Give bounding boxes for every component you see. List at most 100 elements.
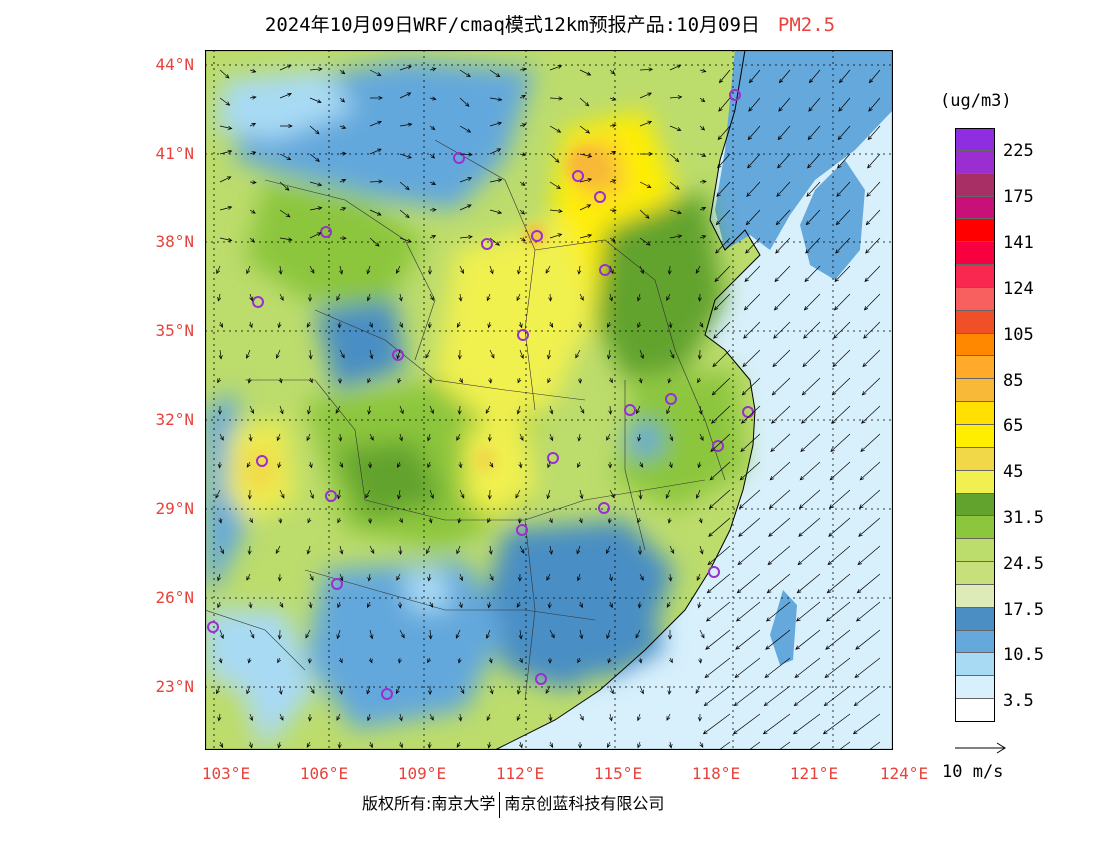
wind-arrow — [278, 377, 283, 384]
wind-arrow — [547, 601, 552, 609]
wind-arrow — [861, 377, 881, 396]
wind-arrow — [695, 265, 701, 274]
wind-arrow — [219, 69, 230, 79]
wind-arrow — [868, 741, 881, 750]
wind-arrow — [637, 545, 643, 555]
wind-arrow — [459, 234, 473, 239]
legend-label-3-5: 3.5 — [1003, 691, 1034, 711]
wind-arrow — [249, 293, 254, 302]
wind-arrow — [549, 181, 561, 190]
wind-arrow — [578, 517, 583, 524]
wind-arrow — [866, 181, 881, 197]
wind-arrow — [486, 713, 491, 722]
wind-arrow — [218, 657, 223, 664]
wind-arrow — [488, 377, 493, 384]
wind-arrow — [706, 573, 731, 594]
wind-arrow — [308, 461, 313, 469]
wind-arrow — [863, 321, 881, 339]
company-text: 南京创蓝科技有限公司 — [504, 794, 665, 813]
wind-arrow — [808, 97, 821, 112]
wind-arrow — [636, 293, 641, 302]
wind-arrow — [609, 685, 614, 695]
legend-swatch — [955, 699, 995, 722]
wind-arrow — [457, 349, 462, 360]
wind-arrow — [576, 545, 581, 555]
wind-arrow — [827, 545, 851, 566]
wind-arrow — [395, 265, 401, 274]
wind-arrow — [606, 629, 611, 640]
wind-arrow — [778, 97, 791, 112]
wind-arrow — [609, 237, 616, 242]
lon-label-112: 112°E — [495, 764, 545, 783]
wind-arrow — [546, 489, 551, 500]
wind-arrow — [367, 405, 372, 415]
legend-label-31-5: 31.5 — [1003, 508, 1044, 528]
wind-arrow — [248, 741, 253, 749]
wind-arrow — [695, 685, 701, 695]
wind-arrow — [697, 377, 702, 384]
wind-arrow — [637, 321, 642, 329]
wind-arrow — [339, 236, 347, 241]
wind-arrow — [308, 349, 313, 360]
lat-label-35: 35°N — [155, 321, 194, 340]
wind-arrow — [308, 601, 313, 609]
wind-arrow — [339, 545, 344, 555]
wind-arrow — [735, 629, 761, 650]
wind-arrow — [459, 204, 472, 211]
wind-arrow — [855, 601, 881, 622]
wind-arrow — [428, 629, 433, 640]
wind-arrow — [519, 152, 527, 157]
wind-arrow — [516, 685, 521, 695]
wind-arrow — [867, 153, 881, 169]
wind-arrow — [711, 377, 731, 396]
footer: 版权所有:南京大学 南京创蓝科技有限公司 — [362, 790, 664, 818]
wind-arrow — [742, 349, 761, 368]
wind-arrow — [770, 433, 791, 453]
wind-arrow — [828, 517, 851, 537]
legend-swatch — [955, 493, 995, 517]
wind-arrow — [368, 517, 373, 524]
wind-arrow — [309, 125, 320, 135]
wind-arrow — [833, 321, 851, 339]
wind-arrow — [792, 713, 821, 735]
wind-arrow — [763, 685, 791, 707]
lat-label-26: 26°N — [155, 588, 194, 607]
wind-arrow — [275, 545, 281, 555]
lat-label-23: 23°N — [155, 677, 194, 696]
legend-swatch — [955, 607, 995, 631]
wind-arrow — [665, 489, 671, 499]
wind-arrow — [609, 179, 617, 184]
wind-arrow — [805, 237, 821, 254]
legend-swatch — [955, 539, 995, 563]
wind-arrow — [608, 377, 613, 384]
wind-arrow — [667, 265, 672, 275]
wind-arrow — [696, 573, 701, 582]
wind-arrow — [337, 601, 342, 609]
wind-arrow — [669, 181, 680, 190]
city-markers — [207, 89, 754, 700]
wind-arrow — [366, 685, 371, 695]
wind-arrow — [546, 573, 551, 581]
wind-arrow — [579, 293, 584, 301]
wind-arrow — [429, 489, 434, 500]
wind-arrow — [668, 461, 673, 469]
legend-label-10-5: 10.5 — [1003, 645, 1044, 665]
wind-arrow — [579, 629, 584, 640]
wind-arrow — [695, 489, 701, 499]
wind-arrow — [548, 713, 553, 722]
wind-arrow — [669, 125, 682, 131]
wind-arrow — [306, 545, 311, 555]
wind-arrow — [637, 433, 642, 442]
wind-arrow — [732, 713, 761, 735]
pm25-map[interactable] — [205, 50, 893, 750]
wind-arrow — [805, 209, 821, 226]
wind-arrow — [247, 657, 252, 664]
wind-arrow — [609, 265, 614, 275]
wind-arrow — [808, 69, 821, 84]
wind-arrow — [279, 601, 284, 608]
wind-arrow — [248, 517, 253, 524]
wind-arrow — [459, 125, 472, 133]
wind-arrow — [828, 489, 851, 509]
wind-arrow — [397, 377, 402, 384]
wind-arrow — [249, 237, 256, 243]
